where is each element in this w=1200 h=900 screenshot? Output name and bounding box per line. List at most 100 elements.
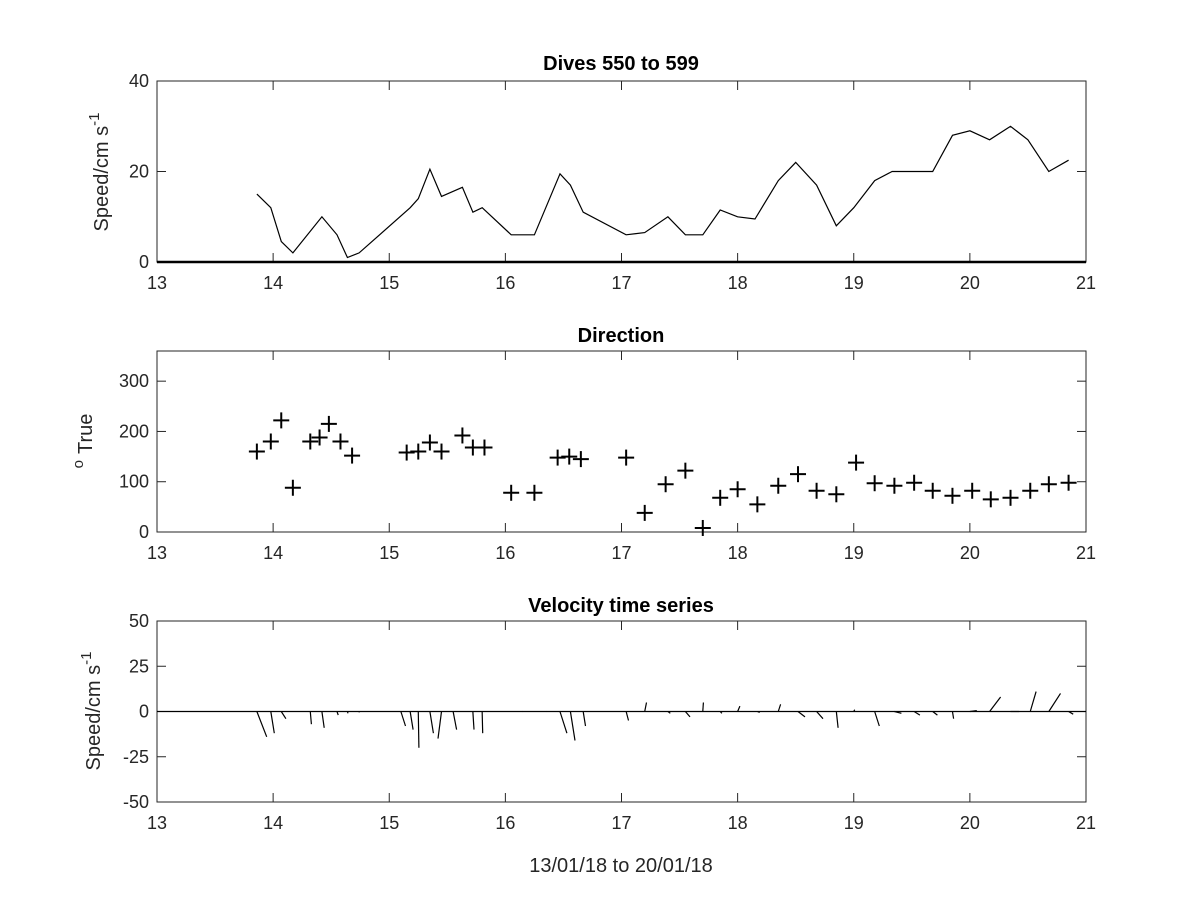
velocity-xtick-label: 18	[728, 813, 748, 833]
velocity-vector-stick	[437, 711, 443, 739]
velocity-xtick-label: 16	[495, 813, 515, 833]
direction-point-marker	[262, 433, 279, 450]
direction-xtick-label: 19	[844, 543, 864, 563]
speed-ylabel: Speed/cm s-1	[86, 113, 113, 232]
direction-point-marker	[433, 443, 450, 460]
speed-xtick-label: 13	[147, 273, 167, 293]
direction-point-marker	[964, 482, 981, 499]
direction-xtick-label: 17	[611, 543, 631, 563]
direction-xtick-label: 18	[728, 543, 748, 563]
velocity-vector-stick	[737, 705, 741, 712]
speed-ylabel-sup: -1	[86, 113, 103, 126]
direction-point-marker	[848, 454, 865, 471]
svg-text:oTrue: o True	[70, 414, 97, 469]
direction-point-marker	[886, 477, 903, 494]
direction-point-marker	[421, 434, 438, 451]
direction-point-marker	[770, 477, 787, 494]
velocity-xtick-label: 17	[611, 813, 631, 833]
x-axis-label: 13/01/18 to 20/01/18	[529, 855, 713, 877]
direction-xtick-label: 14	[263, 543, 283, 563]
direction-ylabel-sup: o	[70, 460, 87, 468]
velocity-vector-stick	[719, 711, 723, 714]
direction-point-marker	[311, 429, 328, 446]
velocity-ytick-label: 25	[129, 656, 149, 676]
velocity-vector-stick	[1068, 710, 1074, 715]
direction-xtick-label: 16	[495, 543, 515, 563]
velocity-vector-stick	[989, 696, 1002, 712]
velocity-vector-stick	[853, 709, 856, 712]
speed-panel: Dives 550 to 599 Speed/cm s-1 13 14 15 16 17…	[86, 53, 1096, 293]
speed-ytick-label: 0	[139, 252, 149, 272]
velocity-vector-stick	[309, 711, 312, 725]
velocity-vector-stick	[429, 711, 434, 734]
direction-point-marker	[694, 519, 711, 536]
velocity-vector-stick	[336, 711, 339, 716]
direction-point-marker	[572, 451, 589, 468]
direction-point-marker	[332, 433, 349, 450]
direction-point-marker	[476, 439, 493, 456]
direction-ytick-label: 200	[119, 421, 149, 441]
direction-ytick-label: 100	[119, 472, 149, 492]
direction-point-marker	[790, 466, 807, 483]
velocity-xtick-label: 15	[379, 813, 399, 833]
velocity-vector-stick	[582, 711, 587, 727]
velocity-xtick-label: 20	[960, 813, 980, 833]
velocity-vector-stick	[400, 711, 407, 727]
direction-point-marker	[866, 475, 883, 492]
velocity-vector-stick	[757, 710, 760, 713]
direction-panel: Direction o True 13 14 15 16 17 18 19 20 21 0 100 20…	[70, 325, 1096, 563]
speed-xtick-label: 15	[379, 273, 399, 293]
velocity-xtick-label: 14	[263, 813, 283, 833]
velocity-vector-stick	[481, 711, 484, 734]
velocity-title: Velocity time series	[528, 595, 714, 617]
velocity-vector-stick	[816, 711, 824, 720]
velocity-vector-stick	[894, 710, 902, 714]
direction-point-marker	[284, 479, 301, 496]
velocity-xtick-label: 19	[844, 813, 864, 833]
velocity-vector-stick	[280, 711, 287, 720]
velocity-vector-stick	[777, 704, 782, 712]
velocity-ytick-label: 50	[129, 611, 149, 631]
direction-point-marker	[320, 415, 337, 432]
direction-point-marker	[302, 433, 319, 450]
direction-point-marker	[1022, 482, 1039, 499]
velocity-ytick-label: 0	[139, 702, 149, 722]
direction-xtick-label: 20	[960, 543, 980, 563]
speed-ylabel-text: Speed/cm s	[91, 126, 113, 232]
direction-point-marker	[344, 447, 361, 464]
velocity-vector-stick	[452, 711, 458, 730]
velocity-vector-stick	[409, 711, 414, 730]
direction-xtick-label: 15	[379, 543, 399, 563]
direction-ytick-label: 300	[119, 371, 149, 391]
velocity-vector-stick	[797, 711, 806, 718]
direction-xtick-label: 13	[147, 543, 167, 563]
direction-point-marker	[924, 482, 941, 499]
speed-xtick-label: 17	[611, 273, 631, 293]
direction-point-marker	[677, 462, 694, 479]
speed-xtick-label: 21	[1076, 273, 1096, 293]
direction-point-marker	[944, 487, 961, 504]
svg-text:Speed/cm s-1: Speed/cm s-1	[86, 113, 113, 232]
velocity-vector-stick	[835, 711, 839, 728]
direction-point-marker	[248, 443, 265, 460]
velocity-vector-stick	[559, 711, 568, 734]
direction-point-marker	[1060, 474, 1077, 491]
direction-point-marker	[828, 486, 845, 503]
velocity-vector-stick	[684, 711, 691, 718]
velocity-vector-stick	[256, 711, 268, 738]
direction-point-marker	[526, 484, 543, 501]
velocity-vector-stick	[667, 711, 671, 714]
velocity-vector-stick	[270, 711, 275, 734]
direction-point-marker	[657, 476, 674, 493]
direction-point-marker	[636, 504, 653, 521]
velocity-ytick-label: -25	[123, 747, 149, 767]
direction-ylabel: o True	[70, 414, 97, 469]
speed-xtick-label: 20	[960, 273, 980, 293]
speed-ytick-label: 20	[129, 162, 149, 182]
direction-point-marker	[808, 482, 825, 499]
velocity-vector-stick	[932, 711, 938, 716]
velocity-ytick-label: -50	[123, 792, 149, 812]
direction-point-marker	[729, 481, 746, 498]
